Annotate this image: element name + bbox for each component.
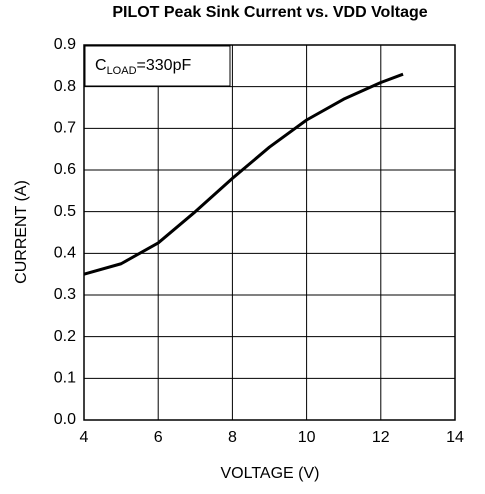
annotation-rest: =330pF	[137, 57, 192, 74]
y-tick-label: 0.6	[54, 161, 76, 178]
y-tick-label: 0.8	[54, 78, 76, 95]
plot-frame	[83, 44, 456, 421]
y-tick-label: 0.3	[54, 286, 76, 303]
x-tick-label: 12	[372, 429, 390, 446]
annotation-sub: LOAD	[107, 65, 137, 77]
x-tick-label: 8	[228, 429, 237, 446]
annotation-main: C	[95, 57, 107, 74]
x-tick-label: 10	[298, 429, 316, 446]
x-tick-label: 6	[154, 429, 163, 446]
annotation: CLOAD=330pF	[95, 57, 191, 77]
y-tick-label: 0.4	[54, 245, 76, 262]
chart-title: PILOT Peak Sink Current vs. VDD Voltage	[112, 4, 427, 21]
x-tick-label: 4	[80, 429, 89, 446]
annotation-box	[84, 45, 231, 87]
y-tick-label: 0.9	[54, 36, 76, 53]
y-tick-label: 0.1	[54, 370, 76, 387]
x-axis-label: VOLTAGE (V)	[221, 465, 320, 482]
y-tick-label: 0.7	[54, 120, 76, 137]
y-axis-label: CURRENT (A)	[13, 180, 30, 284]
y-tick-label: 0.0	[54, 411, 76, 428]
y-tick-label: 0.2	[54, 328, 76, 345]
line-series	[83, 72, 404, 276]
x-tick-label: 14	[446, 429, 464, 446]
y-tick-label: 0.5	[54, 203, 76, 220]
